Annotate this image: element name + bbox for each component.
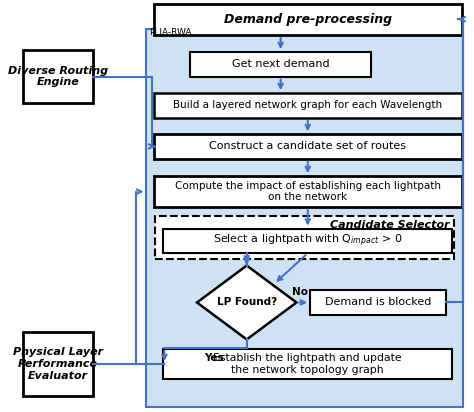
Text: Construct a candidate set of routes: Construct a candidate set of routes bbox=[210, 141, 406, 152]
Text: Candidate Selector: Candidate Selector bbox=[330, 220, 449, 229]
Bar bbox=[23, 332, 93, 396]
Text: Get next demand: Get next demand bbox=[232, 59, 329, 69]
Bar bbox=[163, 229, 453, 253]
Bar bbox=[163, 349, 453, 379]
Polygon shape bbox=[197, 266, 296, 339]
Bar bbox=[154, 134, 462, 159]
Text: LP Found?: LP Found? bbox=[217, 297, 277, 307]
Bar bbox=[23, 50, 93, 103]
Text: Diverse Routing
Engine: Diverse Routing Engine bbox=[8, 66, 108, 87]
Text: Demand pre-processing: Demand pre-processing bbox=[224, 13, 392, 26]
Text: Physical Layer
Performance
Evaluator: Physical Layer Performance Evaluator bbox=[13, 347, 103, 381]
Text: Establish the lightpath and update
the network topology graph: Establish the lightpath and update the n… bbox=[213, 353, 402, 375]
Text: PLIA-RWA: PLIA-RWA bbox=[149, 28, 192, 37]
Text: Select a lightpath with Q$_{impact}$ > 0: Select a lightpath with Q$_{impact}$ > 0 bbox=[213, 233, 402, 249]
Bar bbox=[154, 4, 462, 35]
Bar bbox=[190, 52, 371, 77]
Text: Compute the impact of establishing each lightpath
on the network: Compute the impact of establishing each … bbox=[175, 181, 441, 202]
Bar bbox=[146, 29, 463, 407]
Bar bbox=[154, 93, 462, 118]
Bar bbox=[155, 216, 454, 260]
Bar bbox=[154, 176, 462, 207]
Text: Demand is blocked: Demand is blocked bbox=[325, 297, 431, 307]
Bar bbox=[310, 290, 446, 315]
Text: No: No bbox=[292, 287, 308, 297]
Text: Yes: Yes bbox=[204, 353, 224, 363]
Text: Build a layered network graph for each Wavelength: Build a layered network graph for each W… bbox=[173, 101, 442, 110]
